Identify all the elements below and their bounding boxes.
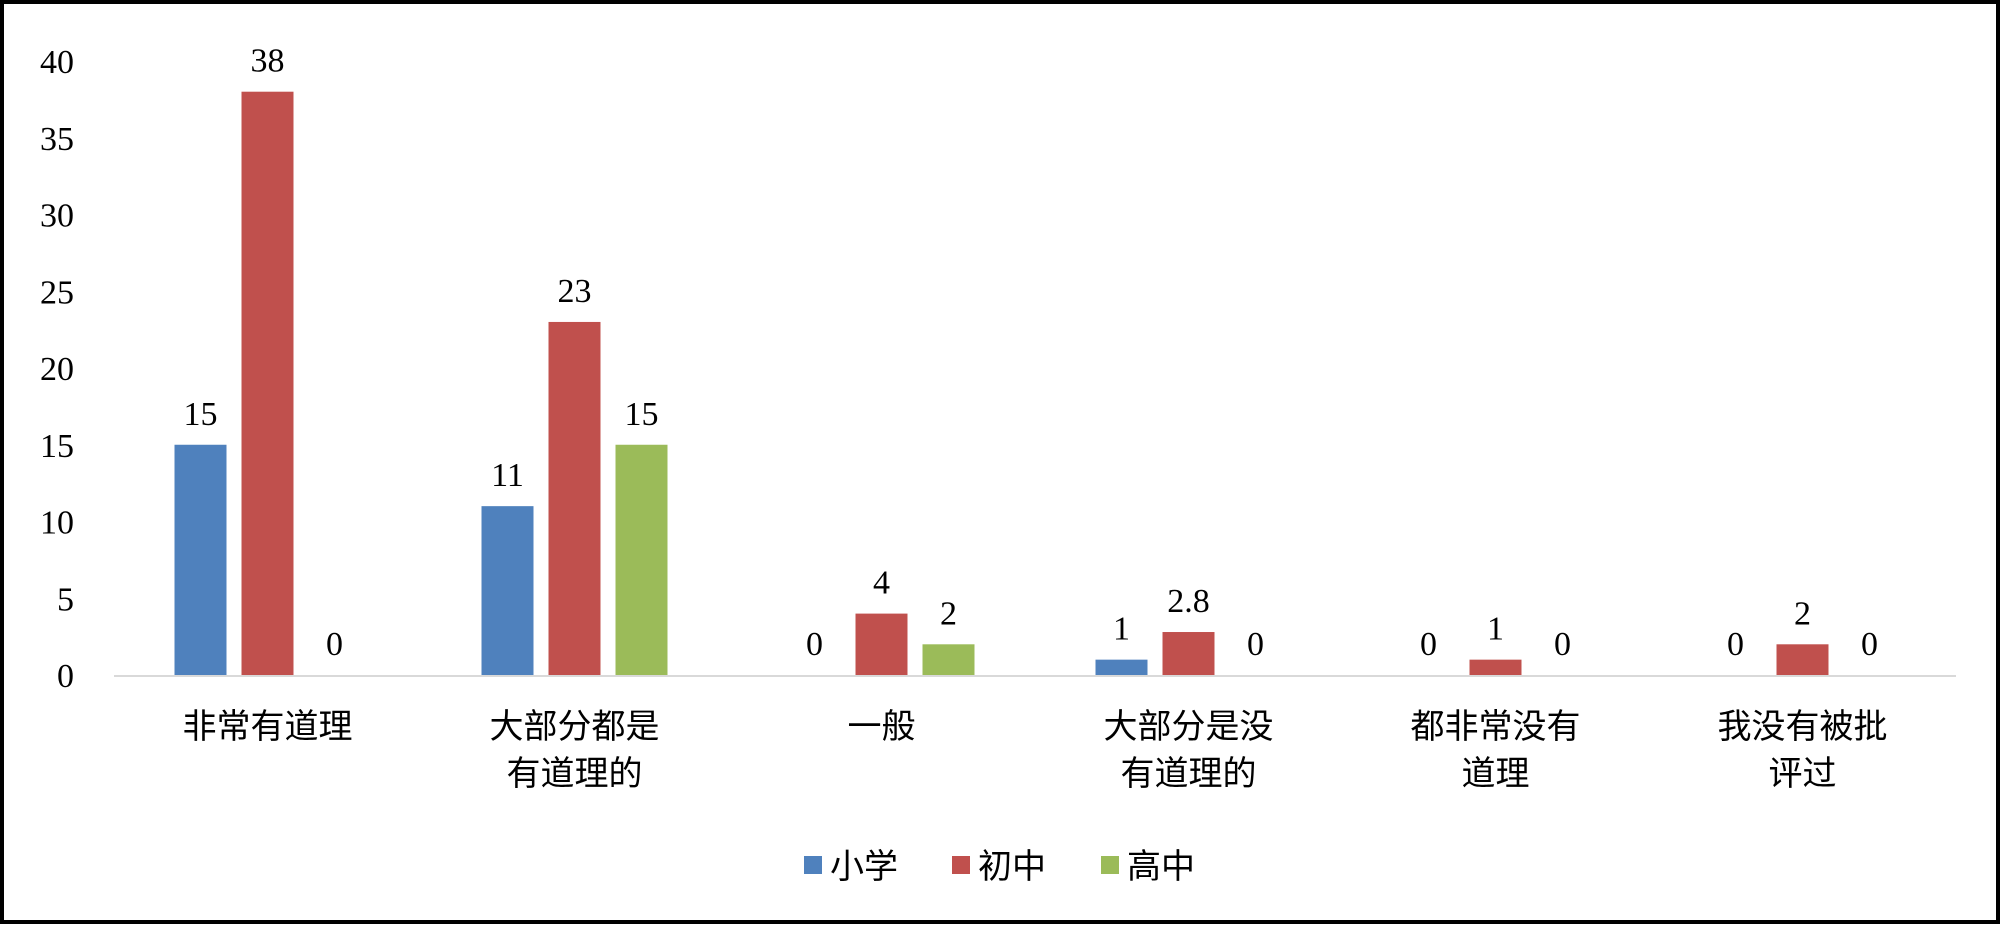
data-label: 2 [1794, 595, 1811, 632]
y-tick-label: 0 [57, 658, 74, 695]
bar-junior-5 [1776, 644, 1829, 675]
category-label: 有道理的 [507, 755, 643, 793]
legend-swatch [804, 856, 822, 874]
legend-swatch [952, 856, 970, 874]
category-label: 非常有道理 [183, 708, 353, 746]
data-label: 15 [184, 396, 218, 433]
category-label: 我没有被批 [1718, 708, 1888, 746]
category-label: 有道理的 [1121, 755, 1257, 793]
category-label: 都非常没有 [1411, 708, 1581, 746]
legend-label: 高中 [1127, 848, 1195, 886]
y-tick-label: 5 [57, 581, 74, 618]
bar-junior-2 [855, 613, 908, 675]
bar-senior-1 [615, 444, 668, 675]
data-label: 2.8 [1167, 583, 1210, 620]
data-labels: 15 38 0 11 23 15 0 4 2 1 2.8 0 0 1 0 0 2 0 [184, 43, 1879, 663]
y-tick-label: 30 [40, 198, 74, 235]
data-label: 1 [1113, 611, 1130, 648]
legend-label: 小学 [830, 848, 898, 886]
data-label: 0 [1247, 626, 1264, 663]
bar-junior-1 [548, 321, 601, 675]
data-label: 0 [326, 626, 343, 663]
y-axis-ticks: 0 5 10 15 20 25 30 35 40 [40, 44, 74, 695]
bar-junior-4 [1469, 659, 1522, 675]
data-label: 4 [873, 565, 890, 602]
data-label: 38 [251, 43, 285, 80]
legend-swatch [1101, 856, 1119, 874]
y-tick-label: 40 [40, 44, 74, 81]
data-label: 11 [491, 457, 524, 494]
bar-senior-2 [922, 644, 975, 675]
data-label: 0 [1420, 626, 1437, 663]
category-label: 大部分都是 [490, 708, 660, 746]
bar-primary-3 [1095, 659, 1148, 675]
legend: 小学 初中 高中 [804, 848, 1195, 886]
data-label: 23 [558, 273, 592, 310]
data-label: 0 [1861, 626, 1878, 663]
data-label: 15 [625, 396, 659, 433]
y-tick-label: 10 [40, 505, 74, 542]
bar-junior-3 [1162, 632, 1215, 675]
data-label: 0 [806, 626, 823, 663]
bar-primary-0 [174, 444, 227, 675]
data-label: 0 [1554, 626, 1571, 663]
y-tick-label: 25 [40, 274, 74, 311]
data-label: 2 [940, 595, 957, 632]
category-label: 一般 [848, 708, 916, 746]
legend-label: 初中 [978, 848, 1046, 886]
y-tick-label: 20 [40, 351, 74, 388]
category-label: 道理 [1462, 755, 1530, 793]
data-label: 1 [1487, 611, 1504, 648]
category-label: 大部分是没 [1104, 708, 1274, 746]
y-tick-label: 35 [40, 121, 74, 158]
y-tick-label: 15 [40, 428, 74, 465]
data-label: 0 [1727, 626, 1744, 663]
bar-primary-1 [481, 506, 534, 675]
category-label: 评过 [1769, 755, 1837, 793]
bars [174, 91, 1829, 675]
bar-junior-0 [241, 91, 294, 675]
